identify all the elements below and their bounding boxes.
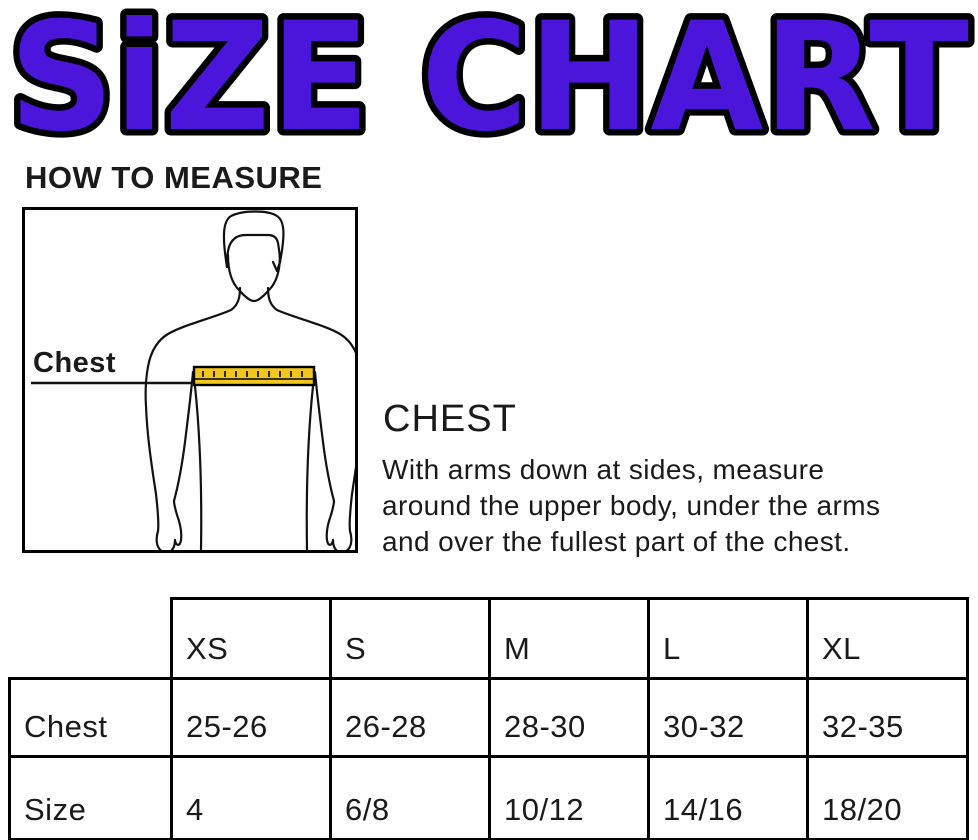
measurement-figure: Chest bbox=[22, 207, 358, 553]
table-cell: 18/20 bbox=[806, 755, 969, 840]
instruction-line: With arms down at sides, measure bbox=[382, 454, 825, 485]
tape-ticks bbox=[202, 371, 303, 377]
chest-pointer-label: Chest bbox=[33, 347, 117, 379]
column-header-m: M bbox=[488, 597, 650, 680]
table-cell: 26-28 bbox=[329, 677, 491, 758]
table-row-chest: Chest 25-26 26-28 28-30 30-32 32-35 bbox=[8, 677, 969, 758]
measuring-tape bbox=[192, 365, 316, 387]
table-row-size: Size 4 6/8 10/12 14/16 18/20 bbox=[8, 755, 969, 840]
torso-diagram-icon bbox=[31, 210, 355, 550]
table-corner-cell bbox=[9, 598, 173, 680]
table-cell: 32-35 bbox=[806, 677, 969, 758]
table-cell: 30-32 bbox=[647, 677, 809, 758]
torso-outline bbox=[144, 210, 355, 550]
instruction-line: and over the fullest part of the chest. bbox=[382, 526, 851, 557]
table-cell: 25-26 bbox=[170, 677, 332, 758]
table-cell: 6/8 bbox=[329, 755, 491, 840]
size-chart-table: XS S M L XL Chest 25-26 26-28 28-30 30-3… bbox=[8, 597, 969, 840]
chest-section-heading: CHEST bbox=[383, 398, 517, 440]
title-banner: SiZE CHART bbox=[3, 0, 976, 158]
table-cell: 4 bbox=[170, 755, 332, 840]
column-header-s: S bbox=[329, 597, 491, 680]
table-cell: 14/16 bbox=[647, 755, 809, 840]
row-label-chest: Chest bbox=[8, 677, 173, 758]
page-title: SiZE CHART bbox=[9, 0, 969, 158]
instruction-line: around the upper body, under the arms bbox=[382, 490, 881, 521]
column-header-xl: XL bbox=[806, 597, 969, 680]
column-header-l: L bbox=[647, 597, 809, 680]
table-cell: 28-30 bbox=[488, 677, 650, 758]
table-cell: 10/12 bbox=[488, 755, 650, 840]
column-header-xs: XS bbox=[170, 597, 332, 680]
table-header-row: XS S M L XL bbox=[9, 597, 969, 680]
chest-instructions: With arms down at sides, measure around … bbox=[382, 452, 880, 560]
row-label-size: Size bbox=[8, 755, 173, 840]
how-to-measure-heading: HOW TO MEASURE bbox=[25, 160, 323, 195]
